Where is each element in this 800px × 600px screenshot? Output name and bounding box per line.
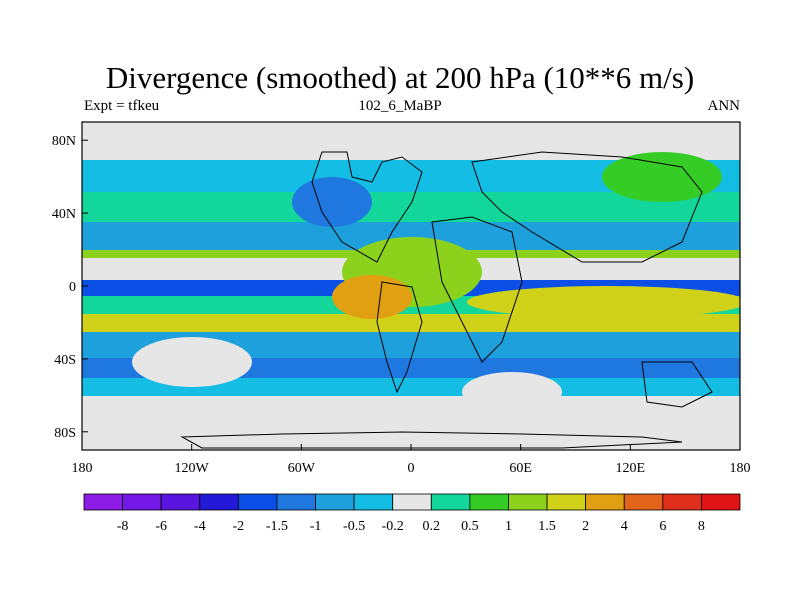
field-band-south-high bbox=[82, 378, 740, 396]
axis-ticks bbox=[81, 139, 741, 450]
colorbar-swatch bbox=[585, 493, 625, 511]
colorbar-label: 2 bbox=[582, 519, 589, 534]
colorbar-label: -1.5 bbox=[266, 519, 288, 534]
lat-tick-label: 40N bbox=[52, 207, 76, 222]
colorbar: -8 -6 -4 -2 -1.5 -1 -0.5 -0.2 0.2 0.5 1 1.5 2 4 6 8 bbox=[83, 493, 741, 534]
field-blob-north-america bbox=[292, 177, 372, 227]
field-blob-north-pacific bbox=[602, 152, 722, 202]
colorbar-label: -6 bbox=[155, 519, 167, 534]
continent-outline bbox=[376, 281, 423, 394]
colorbar-swatch bbox=[662, 493, 702, 511]
field-blob-south-indian bbox=[462, 372, 562, 412]
latitude-labels: 80N 40N 0 40S 80S bbox=[52, 134, 76, 441]
lon-tick-label: 0 bbox=[408, 461, 415, 476]
colorbar-swatch bbox=[701, 493, 741, 511]
colorbar-swatch bbox=[276, 493, 316, 511]
colorbar-label: 0.2 bbox=[423, 519, 441, 534]
colorbar-swatch bbox=[469, 493, 509, 511]
lon-tick-label: 60E bbox=[509, 461, 532, 476]
field-blob-africa-max bbox=[332, 275, 412, 319]
continent-outline bbox=[471, 151, 703, 263]
plot-title: Divergence (smoothed) at 200 hPa (10**6 … bbox=[105, 60, 695, 95]
continent-outline bbox=[641, 361, 713, 408]
continent-outline bbox=[311, 151, 423, 263]
colorbar-label: 0.5 bbox=[461, 519, 479, 534]
colorbar-label: -0.2 bbox=[382, 519, 404, 534]
lat-tick-label: 40S bbox=[54, 353, 76, 368]
colorbar-swatch bbox=[199, 493, 239, 511]
longitude-labels: 180 120W 60W 0 60E 120E 180 bbox=[72, 461, 751, 476]
lon-tick-label: 120E bbox=[616, 461, 646, 476]
continent-outline bbox=[431, 216, 523, 363]
lon-tick-label: 180 bbox=[72, 461, 93, 476]
colorbar-label: -0.5 bbox=[343, 519, 365, 534]
colorbar-swatch bbox=[430, 493, 471, 511]
colorbar-label: -1 bbox=[310, 519, 322, 534]
colorbar-swatch bbox=[353, 493, 394, 511]
continent-outline bbox=[180, 431, 683, 449]
field-blob-south-pacific bbox=[132, 337, 252, 387]
case-label: 102_6_MaBP bbox=[358, 98, 442, 114]
colorbar-swatch bbox=[546, 493, 587, 511]
season-label: ANN bbox=[707, 98, 741, 114]
colorbar-swatch bbox=[160, 493, 201, 511]
colorbar-swatch bbox=[237, 493, 278, 511]
colorbar-label: 8 bbox=[698, 519, 705, 534]
colorbar-label: -8 bbox=[117, 519, 129, 534]
lat-tick-label: 80S bbox=[54, 426, 76, 441]
experiment-label: Expt = tfkeu bbox=[84, 98, 160, 114]
colorbar-swatch bbox=[623, 493, 664, 511]
field-band-south-tropic-max bbox=[82, 314, 740, 332]
colorbar-label: 6 bbox=[659, 519, 666, 534]
colorbar-label: 1.5 bbox=[538, 519, 556, 534]
colorbar-swatch bbox=[315, 493, 355, 511]
colorbar-label: 1 bbox=[505, 519, 512, 534]
colorbar-swatch bbox=[392, 493, 432, 511]
colorbar-label: -2 bbox=[233, 519, 245, 534]
colorbar-label: 4 bbox=[621, 519, 628, 534]
colorbar-swatch bbox=[508, 493, 548, 511]
lon-tick-label: 60W bbox=[288, 461, 316, 476]
field-blob-indopacific-max bbox=[467, 286, 740, 318]
lat-tick-label: 80N bbox=[52, 134, 76, 149]
continent-outlines bbox=[180, 151, 713, 449]
colorbar-swatch bbox=[122, 493, 162, 511]
contour-fields bbox=[82, 152, 740, 412]
lat-tick-label: 0 bbox=[69, 280, 76, 295]
lon-tick-label: 120W bbox=[175, 461, 210, 476]
lon-tick-label: 180 bbox=[730, 461, 751, 476]
colorbar-swatch bbox=[83, 493, 123, 511]
colorbar-label: -4 bbox=[194, 519, 206, 534]
